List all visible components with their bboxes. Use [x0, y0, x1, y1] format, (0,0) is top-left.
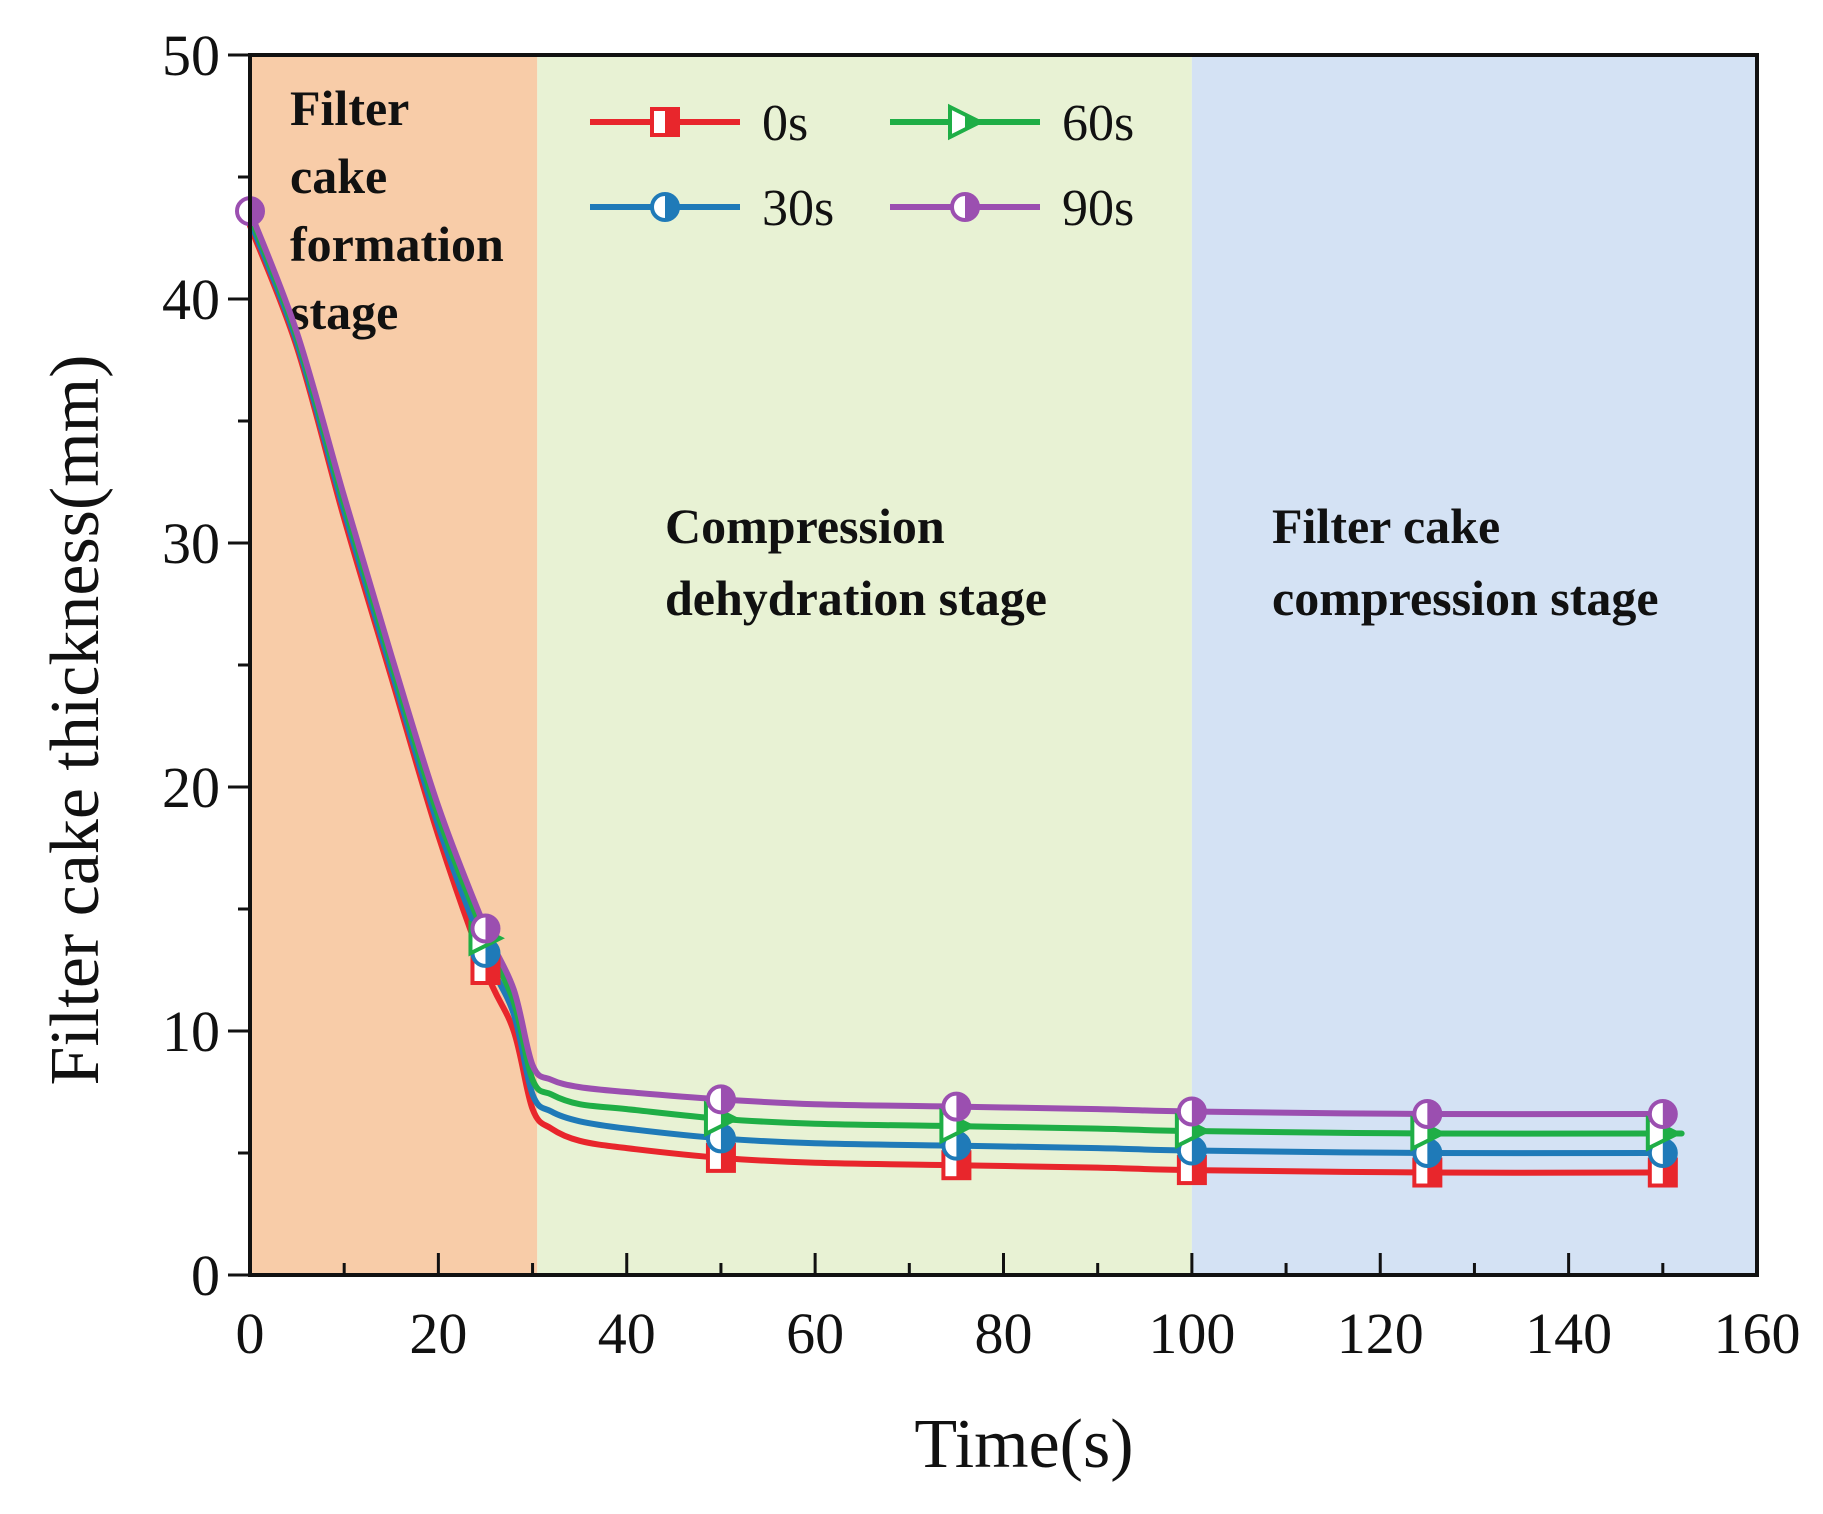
- data-point-30s-6: [1647, 1138, 1678, 1168]
- stage-1-label-line-4: stage: [290, 284, 398, 340]
- legend-label-90s: 90s: [1062, 180, 1134, 237]
- legend-marker-0s-fill: [665, 109, 678, 135]
- y-tick-label-20: 20: [162, 755, 220, 820]
- stage-labels: Filter cake formation stage Compression dehyd…: [290, 80, 1659, 626]
- stage-1-label-line-3: formation: [290, 216, 504, 272]
- stage-band-2: [537, 55, 1192, 1275]
- stage-bands: [250, 55, 1757, 1275]
- data-point-90s-5: [1176, 1096, 1207, 1127]
- x-axis-title: Time(s): [914, 1406, 1133, 1483]
- x-tick-label-40: 40: [598, 1301, 656, 1366]
- stage-1-label-line-1: Filter: [290, 80, 409, 136]
- legend-marker-60s-fill: [965, 114, 980, 130]
- legend-marker-90s: [950, 192, 980, 222]
- legend-label-60s: 60s: [1062, 95, 1134, 152]
- legend-label-30s: 30s: [762, 180, 834, 237]
- data-point-60s-2-fill: [720, 1111, 736, 1127]
- legend-marker-30s-fill: [665, 194, 678, 220]
- data-point-90s-6: [1412, 1098, 1443, 1129]
- legend-item-0s: 0s: [590, 95, 808, 152]
- data-point-90s-3-fill: [720, 1086, 734, 1113]
- data-point-60s-3-fill: [956, 1118, 972, 1134]
- legend: 0s 30s 60s 90s: [590, 95, 1134, 237]
- data-point-90s-3: [705, 1084, 736, 1115]
- stage-3-label-line-2: compression stage: [1272, 570, 1659, 626]
- legend-marker-90s-fill: [965, 194, 978, 220]
- y-axis-title: Filter cake thickness(mm): [37, 355, 114, 1086]
- stage-1-label-line-2: cake: [290, 148, 387, 204]
- data-point-90s-7: [1647, 1098, 1678, 1129]
- data-point-90s-7-fill: [1662, 1100, 1676, 1127]
- x-tick-label-120: 120: [1337, 1301, 1424, 1366]
- data-point-30s-2-fill: [720, 1125, 734, 1152]
- data-point-90s-5-fill: [1191, 1098, 1205, 1125]
- data-point-30s-3-fill: [956, 1132, 970, 1159]
- y-tick-label-10: 10: [162, 999, 220, 1064]
- data-point-30s-6-fill: [1662, 1140, 1676, 1166]
- data-point-60s-4-fill: [1191, 1123, 1207, 1139]
- data-point-30s-2: [705, 1123, 736, 1154]
- data-point-90s-4-fill: [956, 1093, 970, 1120]
- x-tick-label-20: 20: [409, 1301, 467, 1366]
- data-point-30s-4-fill: [1191, 1137, 1205, 1164]
- data-point-90s-6-fill: [1427, 1100, 1441, 1127]
- stage-2-label-line-2: dehydration stage: [665, 570, 1047, 626]
- legend-marker-60s: [948, 103, 985, 141]
- data-point-30s-4: [1176, 1135, 1207, 1166]
- x-tick-label-160: 160: [1714, 1301, 1801, 1366]
- legend-marker-0s: [650, 107, 680, 137]
- y-tick-label-40: 40: [162, 267, 220, 332]
- data-point-90s-2-fill: [485, 915, 499, 942]
- data-point-90s-1-fill: [250, 198, 263, 225]
- data-point-90s-4: [941, 1091, 972, 1122]
- x-tick-label-140: 140: [1525, 1301, 1612, 1366]
- data-point-90s-2: [470, 913, 501, 944]
- x-tick-label-0: 0: [236, 1301, 265, 1366]
- legend-item-30s: 30s: [590, 180, 834, 237]
- x-tick-label-60: 60: [786, 1301, 844, 1366]
- stage-band-3: [1191, 55, 1757, 1275]
- data-point-60s-5-fill: [1427, 1125, 1443, 1141]
- legend-item-90s: 90s: [890, 180, 1134, 237]
- stage-3-label-line-1: Filter cake: [1272, 498, 1500, 554]
- data-point-30s-5: [1412, 1138, 1443, 1168]
- stage-2-label-line-1: Compression: [665, 498, 945, 554]
- data-point-30s-1-fill: [485, 939, 499, 966]
- y-tick-label-0: 0: [191, 1243, 220, 1308]
- x-tick-label-100: 100: [1148, 1301, 1235, 1366]
- axes: 0 20 40 60 80 100 120 140 160 0 10 20 30 40 50: [162, 23, 1801, 1366]
- y-tick-label-50: 50: [162, 23, 220, 88]
- x-tick-label-80: 80: [975, 1301, 1033, 1366]
- y-tick-label-30: 30: [162, 511, 220, 576]
- legend-item-60s: 60s: [890, 95, 1134, 152]
- legend-marker-30s: [650, 192, 680, 222]
- legend-label-0s: 0s: [762, 95, 808, 152]
- data-point-30s-5-fill: [1427, 1140, 1441, 1166]
- data-point-60s-6-fill: [1662, 1125, 1678, 1141]
